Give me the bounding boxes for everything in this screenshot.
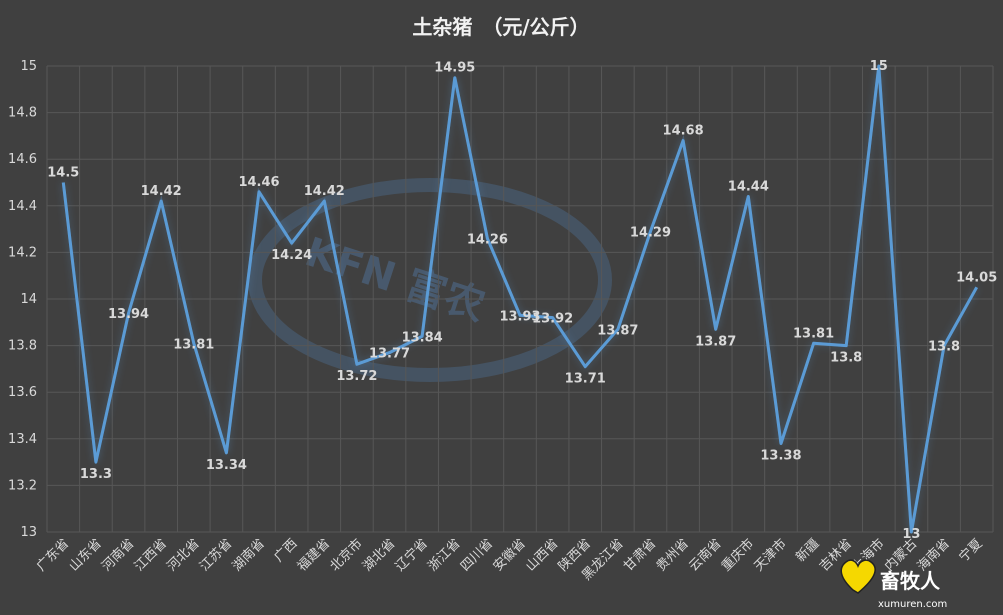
y-tick-label: 13.6 (8, 385, 37, 400)
x-tick-label: 北京市 (327, 536, 366, 575)
x-tick-label: 四川省 (458, 536, 496, 574)
logo-name: 畜牧人 (880, 569, 941, 593)
data-label: 14.29 (630, 225, 671, 240)
site-logo: 畜牧人 xumuren.com (840, 559, 947, 610)
data-label: 14.46 (238, 175, 279, 190)
data-label: 14.95 (434, 61, 475, 76)
data-label: 14.24 (271, 248, 312, 263)
data-label: 13.8 (928, 340, 960, 355)
data-label: 13.81 (173, 337, 214, 352)
data-label: 13.94 (108, 307, 149, 322)
y-tick-label: 14 (20, 292, 37, 307)
x-tick-label: 山东省 (67, 536, 105, 574)
x-tick-label: 江西省 (132, 536, 170, 574)
data-label: 13.93 (499, 309, 540, 324)
data-label: 14.68 (663, 124, 704, 139)
x-tick-label: 辽宁省 (392, 536, 431, 575)
y-tick-label: 13.8 (8, 339, 37, 354)
watermark-ring (248, 178, 612, 382)
y-tick-label: 13 (20, 525, 37, 540)
y-tick-label: 13.2 (8, 478, 37, 493)
data-label: 14.05 (956, 270, 997, 285)
data-label: 14.42 (141, 184, 182, 199)
logo-url: xumuren.com (878, 599, 947, 610)
data-label: 13.72 (336, 369, 377, 384)
x-tick-label: 安徽省 (491, 536, 529, 574)
data-label: 13.71 (565, 372, 606, 387)
data-label: 13.3 (80, 467, 112, 482)
data-label: 14.44 (728, 179, 769, 194)
y-axis: 13 13.2 13.4 13.6 13.8 14 14.2 14.4 14.6 14.8 15 (8, 59, 37, 540)
series-line (61, 64, 979, 534)
data-label: 13.92 (532, 312, 573, 327)
x-tick-label: 山西省 (523, 536, 561, 574)
data-label: 13.38 (760, 448, 801, 463)
data-label: 15 (870, 59, 888, 74)
y-tick-label: 14.4 (8, 199, 37, 214)
data-label: 13.81 (793, 326, 834, 341)
series-line-path (61, 64, 979, 534)
x-tick-label: 福建省 (295, 536, 333, 574)
x-tick-label: 甘肃省 (621, 536, 659, 574)
y-tick-label: 14.6 (8, 152, 37, 167)
data-label: 13.84 (402, 330, 443, 345)
data-label: 14.5 (47, 166, 79, 181)
heart-icon (840, 559, 876, 594)
data-label: 14.26 (467, 232, 508, 247)
data-label: 13.87 (597, 323, 638, 338)
y-tick-label: 14.8 (8, 106, 37, 121)
x-tick-label: 重庆市 (718, 536, 757, 575)
x-tick-label: 贵州省 (654, 536, 692, 574)
data-label: 13.87 (695, 334, 736, 349)
x-tick-label: 江苏省 (196, 536, 235, 575)
x-tick-label: 河南省 (98, 536, 137, 575)
watermark-text: KFN 富农 (300, 229, 491, 330)
data-label: 13.34 (206, 458, 247, 473)
data-label: 13.77 (369, 347, 410, 362)
y-tick-label: 13.4 (8, 432, 37, 447)
data-labels: 14.5 13.3 13.94 14.42 13.81 13.34 14.46 14.24 14… (47, 59, 997, 542)
x-tick-label: 湖北省 (360, 536, 398, 574)
x-tick-label: 广东省 (34, 536, 72, 574)
x-tick-label: 宁夏 (956, 536, 986, 566)
x-tick-label: 天津市 (751, 536, 790, 575)
data-label: 14.42 (304, 184, 345, 199)
data-label: 13 (902, 527, 920, 542)
chart-title: 土杂猪 （元/公斤） (412, 15, 589, 39)
y-tick-label: 14.2 (8, 245, 37, 260)
gridlines (46, 65, 994, 533)
x-tick-label: 湖南省 (229, 536, 268, 575)
x-tick-label: 云南省 (686, 536, 725, 575)
x-tick-label: 浙江省 (425, 536, 463, 574)
y-tick-label: 15 (20, 59, 37, 74)
data-label: 13.8 (830, 351, 862, 366)
x-tick-label: 河北省 (164, 536, 202, 574)
x-tick-label: 广西 (271, 536, 300, 565)
x-tick-label: 新疆 (793, 536, 823, 566)
